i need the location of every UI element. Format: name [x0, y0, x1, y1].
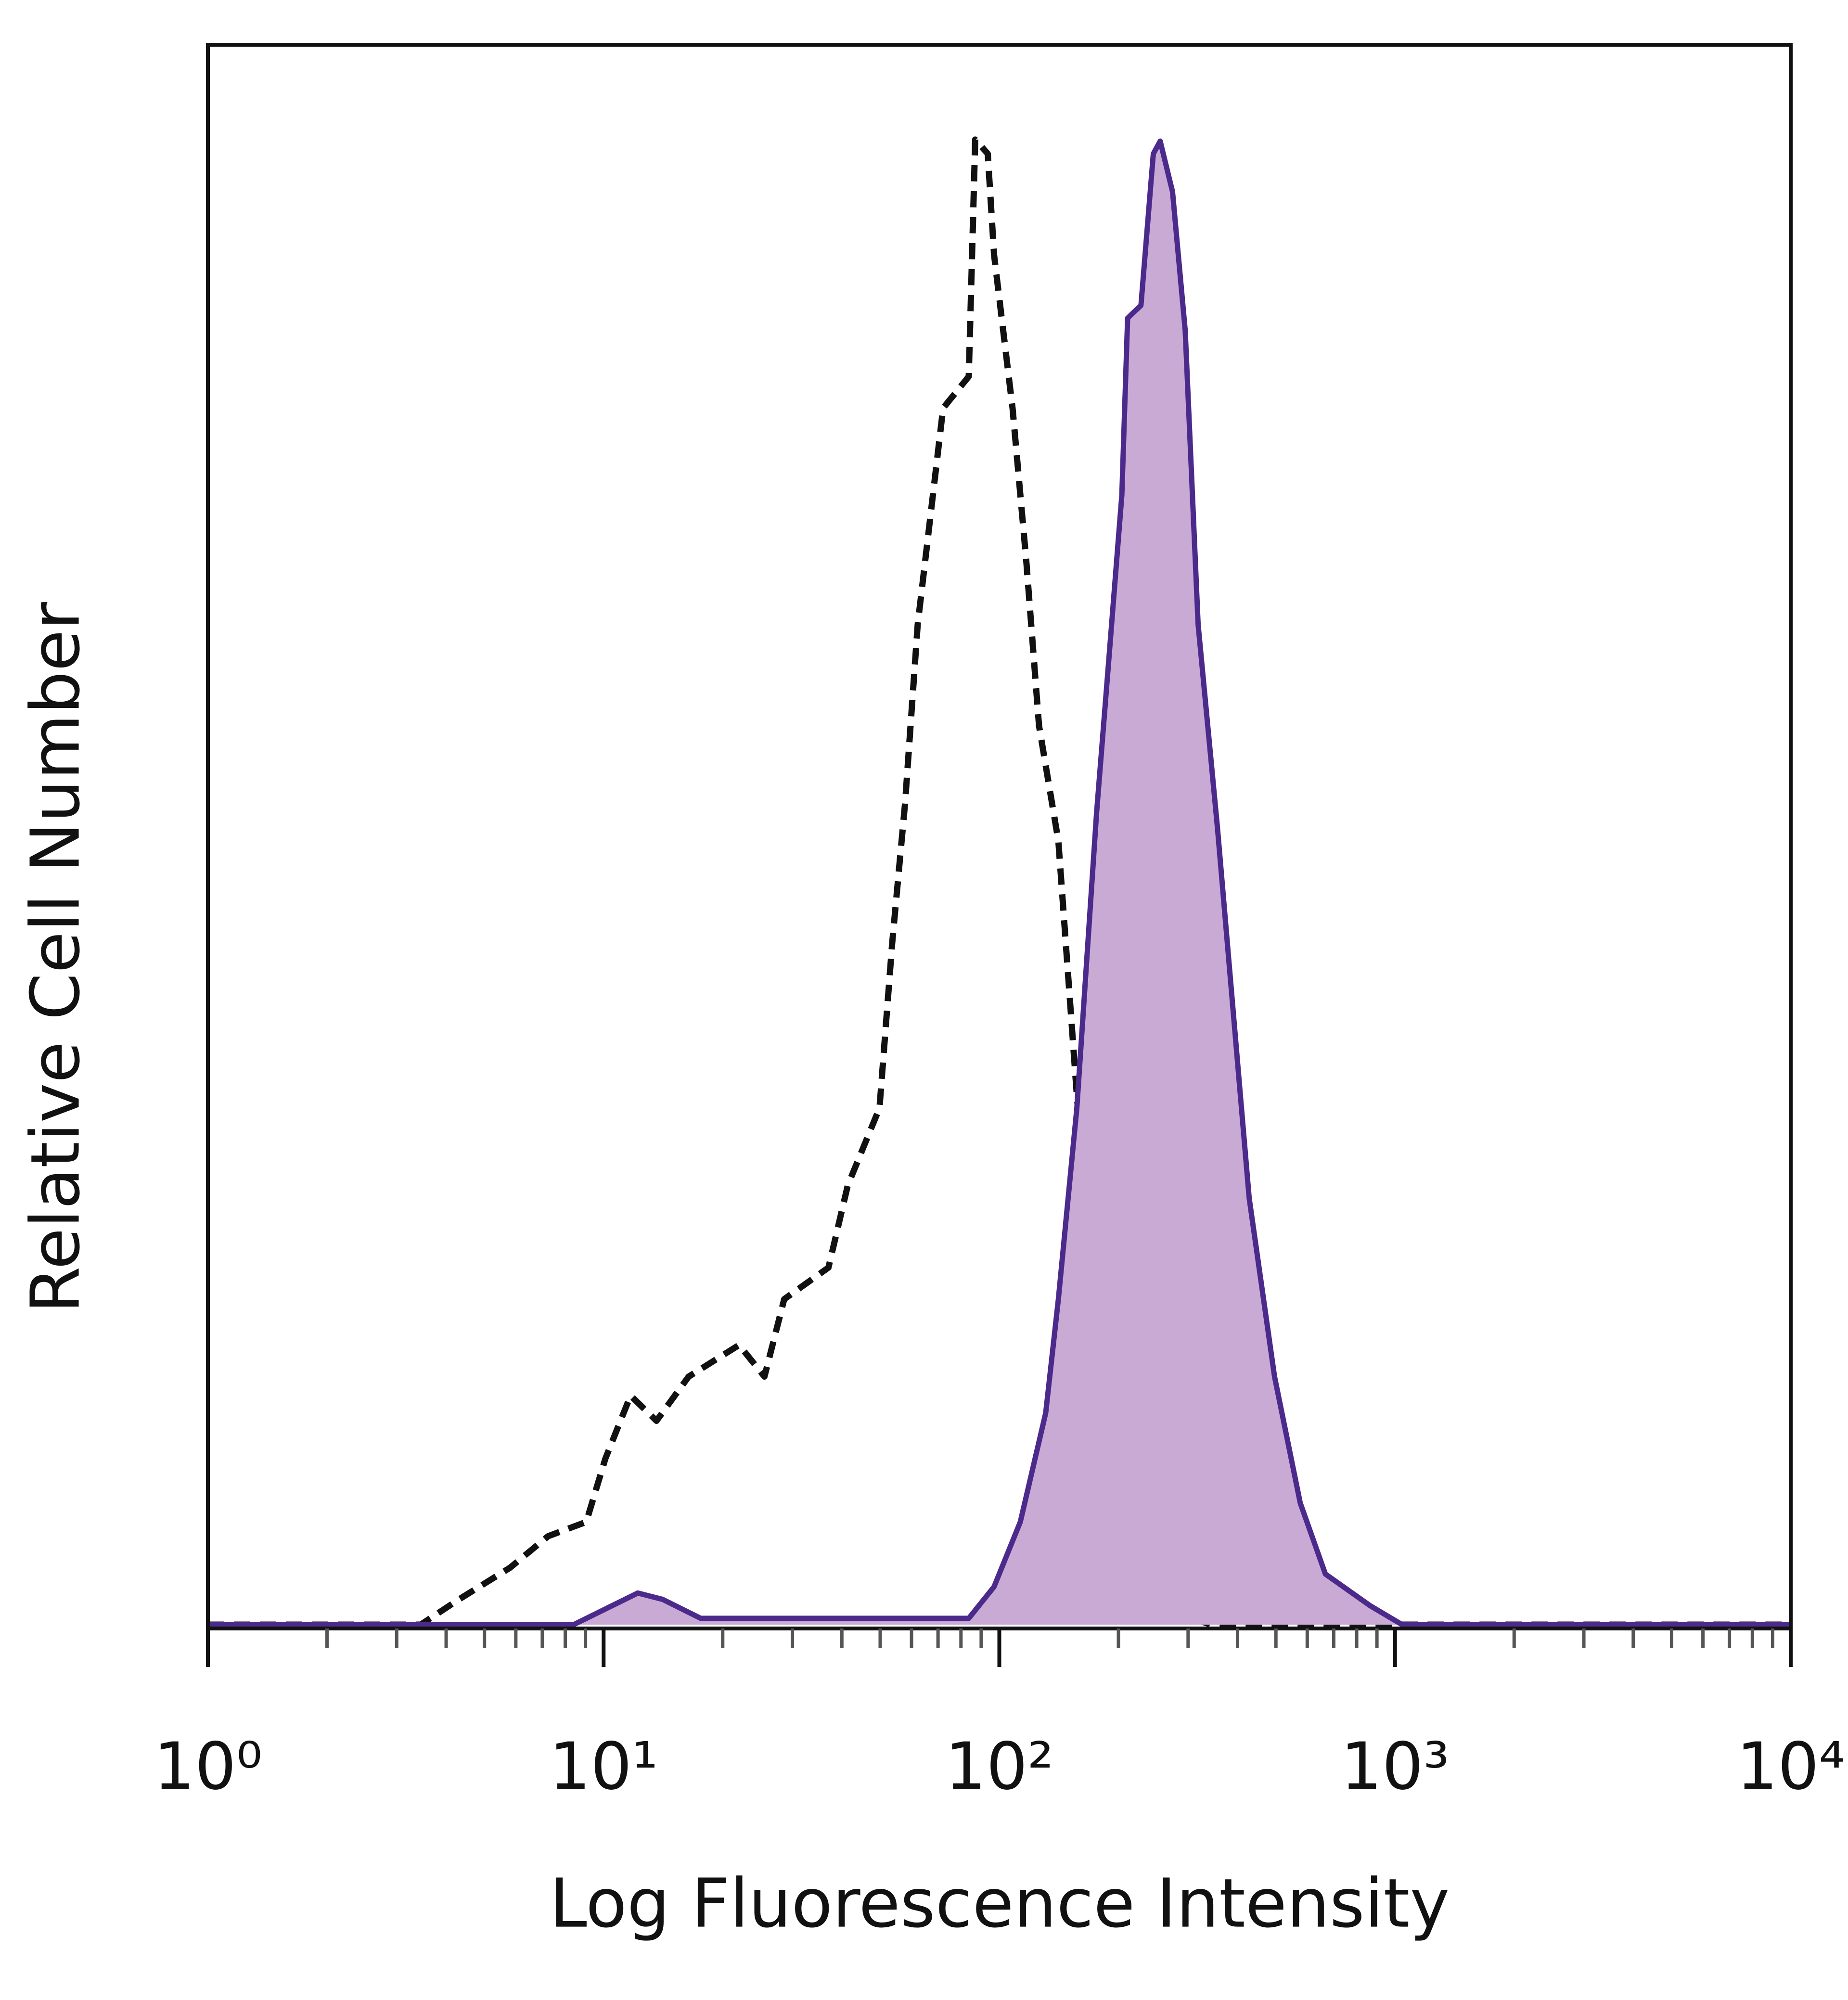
x-axis-title: Log Fluorescence Intensity	[550, 1865, 1450, 1943]
line	[208, 136, 1791, 1628]
area	[208, 141, 1791, 1625]
x-tick-label: 10⁰	[154, 1729, 262, 1804]
y-axis-title: Relative Cell Number	[17, 602, 95, 1313]
x-tick-label: 10³	[1341, 1729, 1450, 1804]
x-tick-label: 10¹	[549, 1729, 658, 1804]
line	[208, 138, 1791, 1628]
x-tick-label: 10⁴	[1736, 1729, 1845, 1804]
x-tick-label: 10²	[945, 1729, 1054, 1804]
